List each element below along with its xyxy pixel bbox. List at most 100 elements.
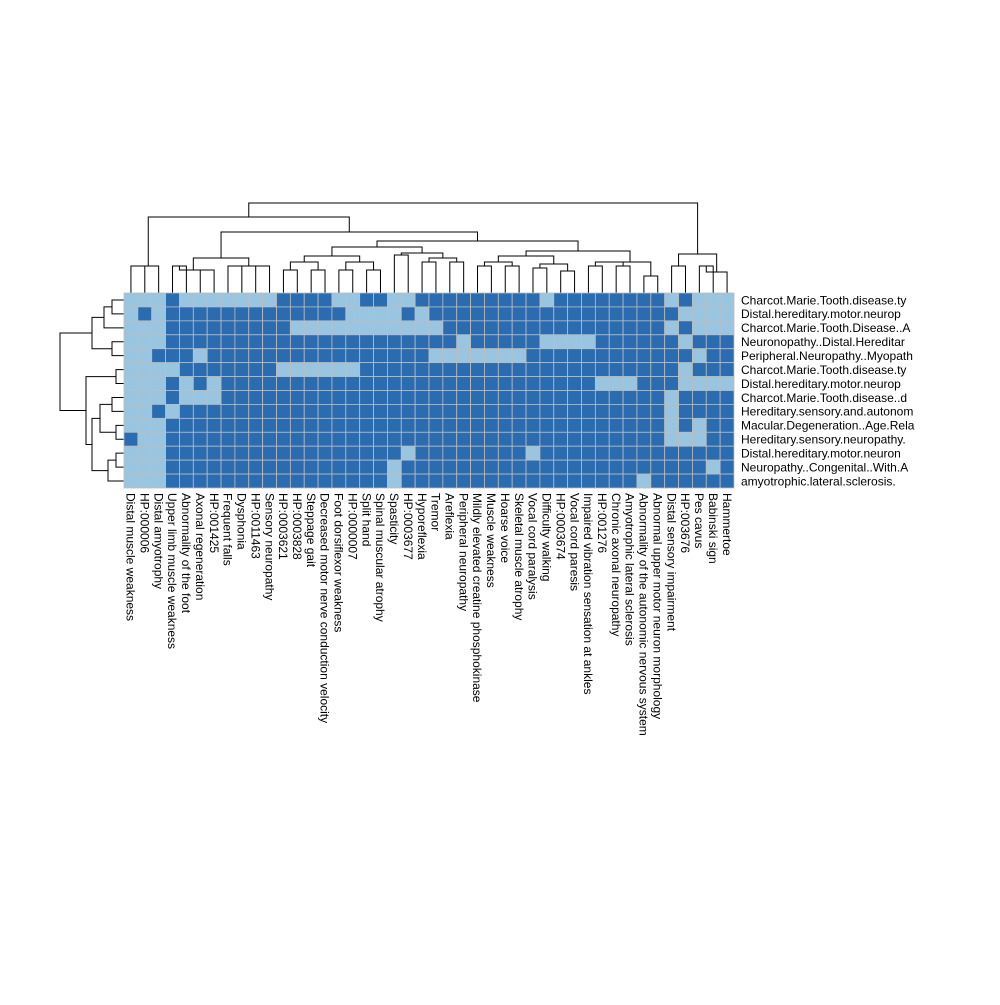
heatmap-cell [289,459,305,475]
heatmap-cell [123,459,139,475]
heatmap-cell [192,306,208,322]
heatmap-cell [192,376,208,391]
column-label: Amyotrophic lateral sclerosis [623,493,637,646]
heatmap-cell [359,376,374,391]
heatmap-cell [387,445,402,461]
heatmap-cell [206,320,222,336]
heatmap-cell [220,348,236,364]
heatmap-cell [331,334,347,350]
heatmap-cell [484,473,499,489]
heatmap-cell [192,417,208,433]
heatmap-cell [622,459,638,475]
heatmap-cell [387,292,402,308]
heatmap-cell [345,417,361,433]
row-label: Hereditary.sensory.neuropathy. [741,433,906,447]
heatmap-cell [123,473,139,489]
row-label: Charcot.Marie.Tooth.disease.ty [741,363,906,377]
heatmap-cell [664,473,679,489]
heatmap-cell [594,473,610,489]
dendrogram-branch [477,265,492,293]
heatmap-cell [692,417,707,433]
heatmap-cell [705,445,721,461]
heatmap-cell [276,404,291,419]
heatmap-cell [248,445,264,461]
heatmap-cell [470,320,485,336]
heatmap-cell [220,390,236,405]
heatmap-cell [567,292,582,308]
heatmap-cell [622,334,638,350]
heatmap-cell [456,390,471,405]
heatmap-cell [414,306,430,322]
heatmap-cell [359,306,374,322]
heatmap-cell [387,431,402,447]
heatmap-cell [414,292,430,308]
heatmap-cell [289,431,305,447]
heatmap-cell [650,390,666,405]
heatmap-cell [594,459,610,475]
heatmap-cell [484,376,499,391]
heatmap-cell [400,348,416,364]
heatmap-cell [373,292,388,308]
dendrogram-branch [338,269,354,293]
heatmap-cell [678,459,693,475]
column-label: HP:0003828 [290,493,304,560]
heatmap-cell [387,417,402,433]
heatmap-cell [262,348,277,364]
heatmap-cell [359,348,374,364]
heatmap-cell [331,306,347,322]
heatmap-cell [705,473,721,489]
heatmap-cell [331,362,347,377]
heatmap-cell [705,459,721,475]
heatmap-cell [456,334,471,350]
heatmap-cell [206,431,222,447]
heatmap-cell [387,459,402,475]
heatmap-cell [636,445,652,461]
heatmap-cell [456,348,471,364]
heatmap-cell [317,390,333,405]
heatmap-cell [705,362,721,377]
heatmap-cells [123,292,735,489]
heatmap-cell [567,404,582,419]
heatmap-cell [581,306,596,322]
heatmap-cell [151,459,166,475]
heatmap-cell [179,334,194,350]
heatmap-cell [442,306,458,322]
heatmap-cell [428,306,444,322]
heatmap-cell [470,348,485,364]
heatmap-cell [636,376,652,391]
heatmap-cell [622,390,638,405]
heatmap-cell [179,417,194,433]
heatmap-cell [165,473,180,489]
heatmap-cell [539,445,555,461]
dendrogram-branch [303,255,361,262]
heatmap-cell [456,417,471,433]
heatmap-cell [456,445,471,461]
heatmap-cell [636,292,652,308]
heatmap-cell [608,348,624,364]
heatmap-cell [234,306,250,322]
heatmap-cell [220,404,236,419]
dendrogram-branch [282,269,298,293]
heatmap-cell [719,362,735,377]
heatmap-cell [692,445,707,461]
column-label: Tremor [429,493,443,531]
heatmap-cell [303,445,319,461]
heatmap-cell [151,362,166,377]
heatmap-cell [276,362,291,377]
heatmap-cell [553,473,569,489]
heatmap-cell [248,473,264,489]
dendrogram-branch [115,424,124,440]
row-labels: Charcot.Marie.Tooth.disease.tyDistal.her… [741,293,915,488]
heatmap-cell [331,320,347,336]
heatmap-cell [179,390,194,405]
row-label: Charcot.Marie.Tooth.disease..d [741,391,907,405]
heatmap-cell [553,431,569,447]
heatmap-cell [289,376,305,391]
heatmap-cell [206,376,222,391]
heatmap-cell [678,417,693,433]
heatmap-cell [359,431,374,447]
dendrogram-branch [497,255,555,264]
heatmap-cell [428,445,444,461]
heatmap-cell [123,445,139,461]
heatmap-cell [511,306,527,322]
